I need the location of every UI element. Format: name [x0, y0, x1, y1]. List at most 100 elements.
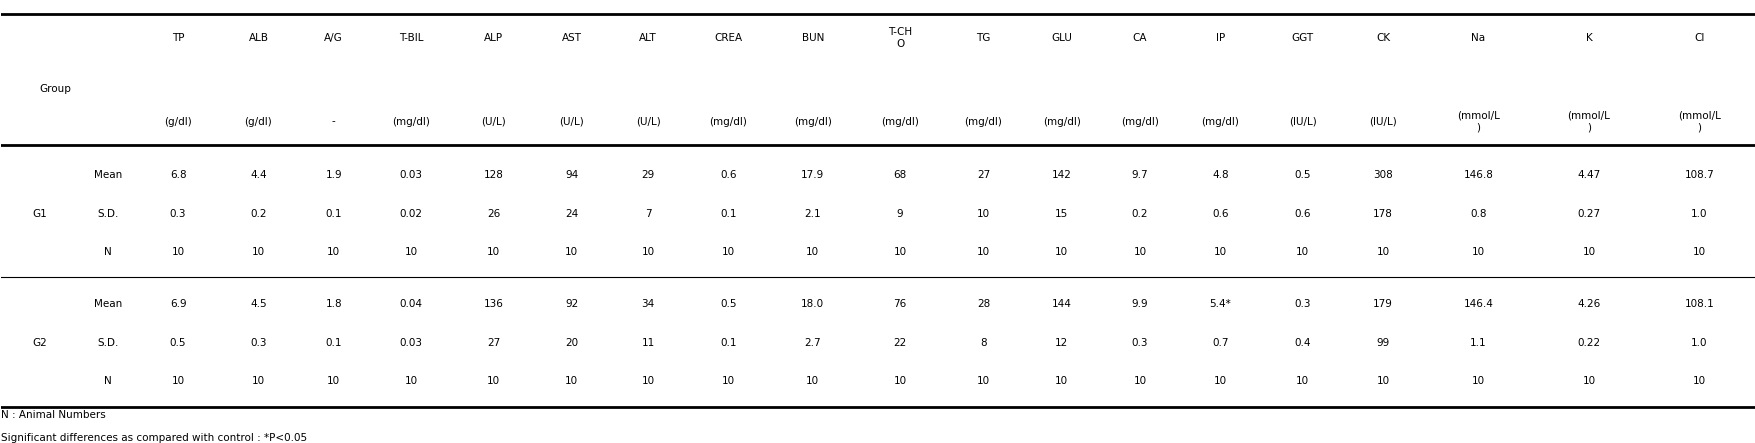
Text: 10: 10	[641, 376, 655, 386]
Text: (IU/L): (IU/L)	[1288, 117, 1316, 127]
Text: 128: 128	[483, 170, 504, 180]
Text: N: N	[104, 247, 112, 257]
Text: 10: 10	[893, 376, 906, 386]
Text: 0.8: 0.8	[1469, 209, 1486, 219]
Text: 108.1: 108.1	[1683, 299, 1713, 309]
Text: 0.2: 0.2	[1132, 209, 1148, 219]
Text: 10: 10	[404, 376, 418, 386]
Text: 10: 10	[565, 247, 577, 257]
Text: 4.8: 4.8	[1211, 170, 1228, 180]
Text: 10: 10	[251, 376, 265, 386]
Text: 6.9: 6.9	[170, 299, 186, 309]
Text: 4.47: 4.47	[1576, 170, 1599, 180]
Text: 10: 10	[1295, 376, 1309, 386]
Text: (g/dl): (g/dl)	[244, 117, 272, 127]
Text: 20: 20	[565, 338, 577, 347]
Text: 0.1: 0.1	[325, 338, 342, 347]
Text: ALP: ALP	[484, 33, 502, 43]
Text: 2.7: 2.7	[804, 338, 821, 347]
Text: BUN: BUN	[800, 33, 823, 43]
Text: N : Animal Numbers: N : Animal Numbers	[2, 411, 105, 420]
Text: 136: 136	[483, 299, 504, 309]
Text: 1.1: 1.1	[1469, 338, 1486, 347]
Text: TP: TP	[172, 33, 184, 43]
Text: (U/L): (U/L)	[635, 117, 660, 127]
Text: 10: 10	[404, 247, 418, 257]
Text: 146.8: 146.8	[1462, 170, 1492, 180]
Text: 10: 10	[1376, 376, 1388, 386]
Text: AST: AST	[562, 33, 581, 43]
Text: 0.3: 0.3	[1132, 338, 1148, 347]
Text: 10: 10	[565, 376, 577, 386]
Text: 10: 10	[1581, 376, 1595, 386]
Text: G1: G1	[32, 209, 47, 219]
Text: 5.4*: 5.4*	[1209, 299, 1230, 309]
Text: 10: 10	[1471, 247, 1485, 257]
Text: 10: 10	[1692, 376, 1704, 386]
Text: CREA: CREA	[714, 33, 742, 43]
Text: 0.03: 0.03	[400, 170, 423, 180]
Text: 0.5: 0.5	[720, 299, 735, 309]
Text: (mg/dl): (mg/dl)	[391, 117, 430, 127]
Text: 0.6: 0.6	[1293, 209, 1311, 219]
Text: (mmol/L
): (mmol/L )	[1457, 111, 1499, 132]
Text: (U/L): (U/L)	[481, 117, 505, 127]
Text: (mg/dl): (mg/dl)	[1042, 117, 1079, 127]
Text: 10: 10	[486, 376, 500, 386]
Text: 8: 8	[979, 338, 986, 347]
Text: TG: TG	[976, 33, 990, 43]
Text: 17.9: 17.9	[800, 170, 823, 180]
Text: 179: 179	[1372, 299, 1392, 309]
Text: 10: 10	[806, 247, 820, 257]
Text: 10: 10	[721, 376, 735, 386]
Text: 10: 10	[1213, 376, 1227, 386]
Text: 4.5: 4.5	[249, 299, 267, 309]
Text: 12: 12	[1055, 338, 1067, 347]
Text: 27: 27	[976, 170, 990, 180]
Text: 27: 27	[486, 338, 500, 347]
Text: 92: 92	[565, 299, 577, 309]
Text: Mean: Mean	[93, 299, 121, 309]
Text: Group: Group	[40, 84, 72, 94]
Text: 2.1: 2.1	[804, 209, 821, 219]
Text: (U/L): (U/L)	[560, 117, 584, 127]
Text: 0.3: 0.3	[1293, 299, 1311, 309]
Text: 6.8: 6.8	[170, 170, 186, 180]
Text: 10: 10	[1471, 376, 1485, 386]
Text: 18.0: 18.0	[800, 299, 823, 309]
Text: (IU/L): (IU/L)	[1369, 117, 1397, 127]
Text: 1.9: 1.9	[325, 170, 342, 180]
Text: (mg/dl): (mg/dl)	[881, 117, 918, 127]
Text: 0.04: 0.04	[400, 299, 423, 309]
Text: CA: CA	[1132, 33, 1146, 43]
Text: 7: 7	[644, 209, 651, 219]
Text: (mmol/L
): (mmol/L )	[1678, 111, 1720, 132]
Text: 76: 76	[893, 299, 906, 309]
Text: 0.1: 0.1	[325, 209, 342, 219]
Text: IP: IP	[1214, 33, 1225, 43]
Text: 0.02: 0.02	[400, 209, 423, 219]
Text: 0.7: 0.7	[1211, 338, 1228, 347]
Text: 10: 10	[893, 247, 906, 257]
Text: 10: 10	[641, 247, 655, 257]
Text: 0.03: 0.03	[400, 338, 423, 347]
Text: 28: 28	[976, 299, 990, 309]
Text: 10: 10	[326, 376, 340, 386]
Text: 9: 9	[897, 209, 902, 219]
Text: 94: 94	[565, 170, 577, 180]
Text: N: N	[104, 376, 112, 386]
Text: 4.26: 4.26	[1576, 299, 1599, 309]
Text: 10: 10	[806, 376, 820, 386]
Text: CK: CK	[1376, 33, 1390, 43]
Text: S.D.: S.D.	[97, 338, 118, 347]
Text: 1.0: 1.0	[1690, 209, 1706, 219]
Text: 24: 24	[565, 209, 577, 219]
Text: 10: 10	[721, 247, 735, 257]
Text: 68: 68	[893, 170, 906, 180]
Text: Mean: Mean	[93, 170, 121, 180]
Text: (mg/dl): (mg/dl)	[793, 117, 832, 127]
Text: T-BIL: T-BIL	[398, 33, 423, 43]
Text: 22: 22	[893, 338, 906, 347]
Text: 0.27: 0.27	[1576, 209, 1599, 219]
Text: 0.3: 0.3	[170, 209, 186, 219]
